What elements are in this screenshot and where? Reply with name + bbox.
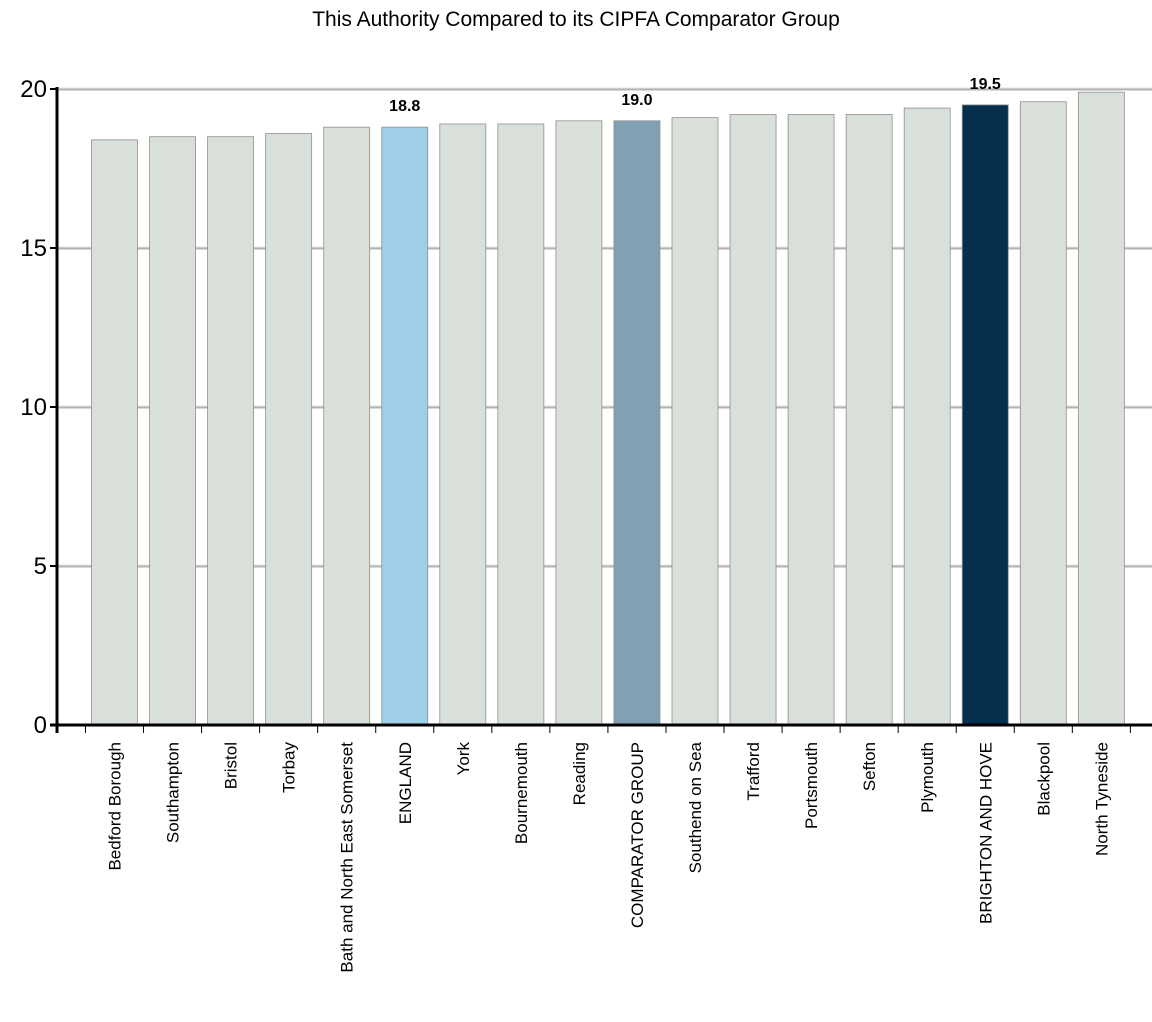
bar-bristol [207, 136, 255, 726]
bar-bedford-borough [91, 139, 138, 726]
category-label-bedford-borough: Bedford Borough [106, 742, 125, 871]
bar-brighton-and-hove [961, 104, 1009, 726]
bar-sefton [845, 114, 893, 726]
category-label-bournemouth: Bournemouth [512, 742, 531, 844]
category-label-bristol: Bristol [222, 742, 241, 789]
chart-title: This Authority Compared to its CIPFA Com… [312, 8, 840, 31]
bar-england [381, 126, 429, 726]
category-label-blackpool: Blackpool [1034, 742, 1053, 816]
data-label-brighton-and-hove: 19.5 [970, 76, 1001, 93]
data-label-england: 18.8 [389, 98, 420, 115]
bar-bath-and-north-east-somerset [323, 126, 371, 726]
y-tick-label-0: 0 [34, 712, 47, 739]
category-label-southend-on-sea: Southend on Sea [686, 741, 705, 873]
category-label-north-tyneside: North Tyneside [1092, 742, 1111, 856]
data-label-comparator-group: 19.0 [621, 92, 652, 109]
bar-portsmouth [787, 114, 835, 726]
category-label-trafford: Trafford [744, 742, 763, 801]
bar-plymouth [903, 107, 951, 726]
bar-reading [555, 120, 603, 726]
y-tick-label-15: 15 [20, 235, 47, 262]
bar-southampton [149, 136, 196, 726]
bar-southend-on-sea [671, 117, 719, 726]
category-label-portsmouth: Portsmouth [802, 742, 821, 829]
category-label-bath-and-north-east-somerset: Bath and North East Somerset [338, 742, 357, 973]
category-label-comparator-group: COMPARATOR GROUP [628, 742, 647, 928]
category-label-sefton: Sefton [860, 742, 879, 791]
category-label-torbay: Torbay [280, 742, 299, 794]
bar-blackpool [1019, 101, 1067, 726]
category-label-brighton-and-hove: BRIGHTON AND HOVE [976, 742, 995, 924]
bar-york [439, 123, 487, 726]
bars [91, 91, 1125, 726]
y-tick-label-5: 5 [34, 553, 47, 580]
category-label-southampton: Southampton [164, 742, 183, 843]
axes [50, 87, 1152, 733]
bar-north-tyneside [1077, 91, 1125, 726]
category-label-england: ENGLAND [396, 742, 415, 824]
bar-bournemouth [497, 123, 545, 726]
y-tick-label-10: 10 [20, 394, 47, 421]
category-label-reading: Reading [570, 742, 589, 805]
bar-trafford [729, 114, 777, 726]
bar-torbay [265, 133, 313, 726]
category-label-york: York [454, 742, 473, 776]
y-tick-label-20: 20 [20, 76, 47, 103]
bar-comparator-group [613, 120, 661, 726]
labels: 0 5 10 15 20 Bedford Borough Southampton Bristo… [20, 76, 1111, 973]
category-label-plymouth: Plymouth [918, 742, 937, 813]
